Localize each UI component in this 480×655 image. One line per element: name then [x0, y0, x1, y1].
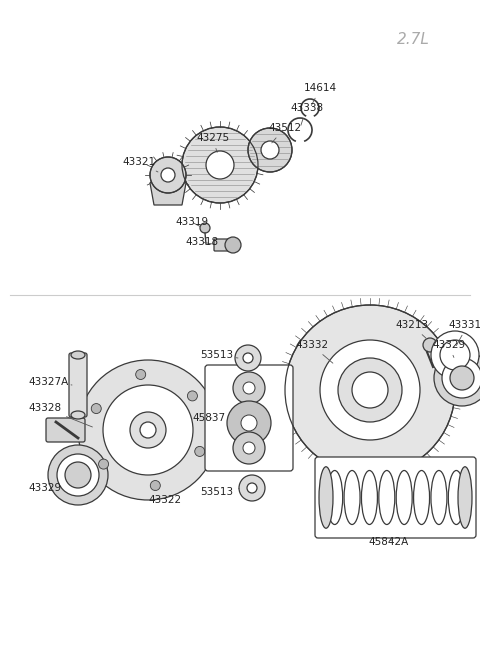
Circle shape — [195, 447, 205, 457]
Text: 43329: 43329 — [432, 340, 465, 358]
Text: 14614: 14614 — [304, 83, 337, 105]
Circle shape — [440, 340, 470, 370]
Circle shape — [182, 127, 258, 203]
Circle shape — [200, 223, 210, 233]
Circle shape — [442, 358, 480, 398]
FancyBboxPatch shape — [214, 239, 236, 251]
Text: 43213: 43213 — [395, 320, 428, 338]
Text: 43322: 43322 — [148, 490, 181, 505]
Circle shape — [423, 338, 437, 352]
Circle shape — [187, 391, 197, 401]
Circle shape — [285, 305, 455, 475]
Circle shape — [450, 366, 474, 390]
Text: 43327A: 43327A — [28, 377, 72, 387]
Text: 43318: 43318 — [185, 237, 218, 247]
Circle shape — [261, 141, 279, 159]
FancyBboxPatch shape — [315, 457, 476, 538]
Text: 45842A: 45842A — [368, 537, 408, 547]
Circle shape — [48, 445, 108, 505]
FancyBboxPatch shape — [46, 418, 85, 442]
Circle shape — [57, 454, 99, 496]
Text: 43332: 43332 — [295, 340, 333, 363]
Text: 43321: 43321 — [122, 157, 158, 172]
Text: 43512: 43512 — [268, 123, 301, 143]
Text: 43331T: 43331T — [448, 320, 480, 346]
Text: 53513: 53513 — [200, 487, 239, 497]
Polygon shape — [150, 175, 186, 205]
Circle shape — [130, 412, 166, 448]
Circle shape — [233, 432, 265, 464]
Ellipse shape — [71, 411, 85, 419]
Circle shape — [225, 237, 241, 253]
Circle shape — [78, 360, 218, 500]
Ellipse shape — [71, 351, 85, 359]
Circle shape — [239, 475, 265, 501]
Circle shape — [91, 403, 101, 413]
Ellipse shape — [319, 467, 333, 528]
Circle shape — [206, 151, 234, 179]
FancyBboxPatch shape — [205, 365, 293, 471]
Circle shape — [103, 385, 193, 475]
Text: 43328: 43328 — [28, 403, 93, 427]
Text: 43329: 43329 — [28, 479, 65, 493]
Circle shape — [150, 481, 160, 491]
Circle shape — [248, 128, 292, 172]
Circle shape — [241, 415, 257, 431]
Circle shape — [227, 401, 271, 445]
Text: 45837: 45837 — [192, 413, 225, 423]
Circle shape — [431, 331, 479, 379]
Circle shape — [235, 345, 261, 371]
Circle shape — [150, 157, 186, 193]
Circle shape — [247, 483, 257, 493]
Circle shape — [243, 442, 255, 454]
Text: 53513: 53513 — [200, 350, 238, 360]
Circle shape — [233, 372, 265, 404]
FancyBboxPatch shape — [69, 353, 87, 417]
Circle shape — [140, 422, 156, 438]
Circle shape — [243, 353, 253, 363]
Ellipse shape — [458, 467, 472, 528]
Circle shape — [98, 459, 108, 469]
Circle shape — [65, 462, 91, 488]
Text: 2.7L: 2.7L — [397, 32, 430, 47]
Circle shape — [243, 382, 255, 394]
Circle shape — [161, 168, 175, 182]
Text: 43338: 43338 — [290, 103, 323, 125]
Circle shape — [434, 350, 480, 406]
Text: 43319: 43319 — [175, 217, 208, 227]
Circle shape — [352, 372, 388, 408]
Text: 43275: 43275 — [196, 133, 229, 153]
Circle shape — [338, 358, 402, 422]
Circle shape — [136, 369, 146, 379]
Circle shape — [320, 340, 420, 440]
